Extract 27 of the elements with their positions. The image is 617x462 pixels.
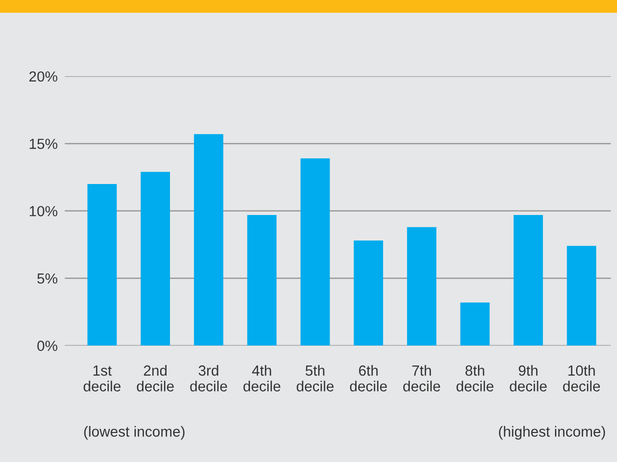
x-tick-label: 3rd decile bbox=[190, 365, 228, 392]
bar bbox=[140, 172, 170, 346]
y-tick-label: 15% bbox=[30, 138, 58, 149]
x-tick-label: 1st decile bbox=[84, 366, 120, 392]
x-tick-label: 4th decile bbox=[243, 365, 280, 392]
y-tick-label: 10% bbox=[30, 206, 58, 216]
bar bbox=[247, 214, 277, 346]
y-tick-label: 20% bbox=[29, 71, 58, 82]
x-tick-label: 5th decile bbox=[296, 365, 334, 392]
bar bbox=[514, 214, 543, 346]
y-tick-label: 0% bbox=[37, 340, 58, 352]
x-tick-label: 10th decile bbox=[563, 365, 600, 392]
bar bbox=[460, 302, 490, 346]
bar bbox=[194, 134, 224, 346]
x-tick-label: 9th decile bbox=[510, 365, 547, 392]
bar bbox=[566, 246, 596, 346]
bar bbox=[407, 227, 436, 346]
text: (highest income) bbox=[499, 426, 605, 440]
text: (lowest income) bbox=[84, 426, 184, 440]
bar bbox=[354, 240, 384, 346]
x-tick-label: 2nd decile bbox=[136, 365, 174, 392]
y-tick-label: 5% bbox=[37, 273, 58, 284]
x-tick-label: 8th decile bbox=[456, 365, 494, 392]
x-tick-label: 6th decile bbox=[350, 365, 387, 392]
bar bbox=[300, 158, 330, 346]
bar bbox=[87, 184, 117, 346]
x-tick-label: 7th decile bbox=[403, 365, 440, 392]
